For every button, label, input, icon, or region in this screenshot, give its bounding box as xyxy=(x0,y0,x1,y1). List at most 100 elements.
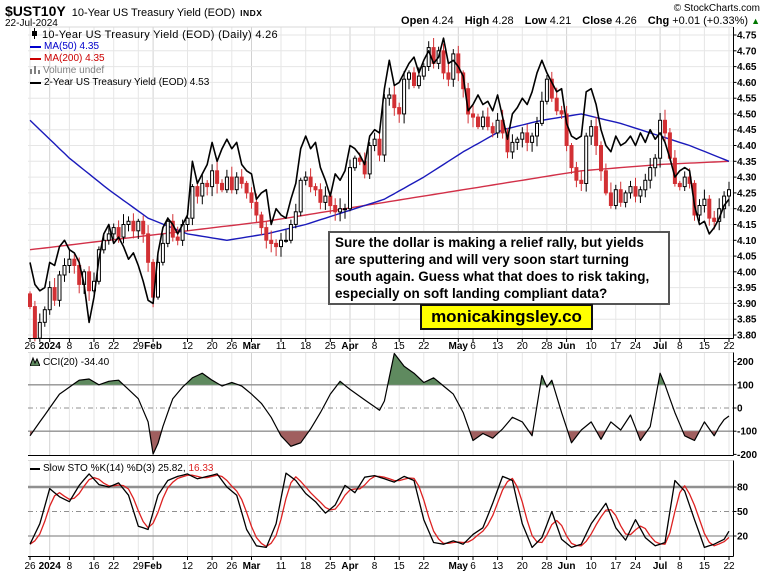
x-axis-label: 13 xyxy=(492,341,504,352)
legend-label: 2-Year US Treasury Yield (EOD) 4.53 xyxy=(44,77,210,88)
x-axis-label: 29 xyxy=(133,561,145,572)
candle-body xyxy=(224,176,229,191)
line-icon xyxy=(30,81,41,84)
x-axis-label: 22 xyxy=(108,561,120,572)
legend-label: MA(50) 4.35 xyxy=(44,41,100,52)
x-axis-label: 6 xyxy=(470,341,476,352)
x-axis-label: 12 xyxy=(182,341,194,352)
x-axis-label: Jun xyxy=(558,561,576,572)
candle-body xyxy=(288,224,293,241)
x-axis-label: 17 xyxy=(610,341,622,352)
candle-body xyxy=(628,186,633,194)
candle-body xyxy=(549,78,554,99)
candle-body xyxy=(308,176,313,188)
cci-y-axis-label: 100 xyxy=(737,380,754,391)
candle-body xyxy=(387,94,392,99)
x-axis-label: 15 xyxy=(394,561,406,572)
candle-body xyxy=(658,119,663,159)
candle-body xyxy=(215,170,220,184)
candle-body xyxy=(106,233,111,241)
candle-body xyxy=(200,182,205,197)
x-axis-label: 13 xyxy=(492,561,504,572)
legend-label: 10-Year US Treasury Yield (EOD) (Daily) … xyxy=(42,28,278,41)
candle-body xyxy=(318,189,323,203)
candlestick-series xyxy=(28,38,731,342)
x-axis-label: 26 xyxy=(24,341,36,352)
candle-body xyxy=(52,287,57,301)
y-axis-label: 3.95 xyxy=(737,283,757,294)
candle-body xyxy=(653,157,658,169)
candle-body xyxy=(471,113,475,118)
x-axis-label: 16 xyxy=(88,341,100,352)
legend-item: Volume undef xyxy=(30,65,278,76)
candle-body xyxy=(515,138,520,143)
candle-body xyxy=(333,205,338,213)
legend-item: 10-Year US Treasury Yield (EOD) (Daily) … xyxy=(30,27,278,41)
candle-body xyxy=(121,224,126,238)
candle-body xyxy=(136,220,141,232)
candle-body xyxy=(165,220,170,244)
cci-legend-text: CCI(20) -34.40 xyxy=(43,357,110,368)
x-axis-label: 24 xyxy=(630,341,642,352)
candle-body xyxy=(372,138,377,146)
candle-body xyxy=(441,50,446,74)
candle-body xyxy=(485,116,490,128)
open-value: 4.24 xyxy=(432,15,454,27)
legend-label: Volume undef xyxy=(43,65,105,76)
candle-body xyxy=(407,72,411,80)
x-axis-label: 8 xyxy=(372,561,378,572)
candle-body xyxy=(490,126,495,134)
candle-body xyxy=(269,239,274,245)
symbol-name: 10-Year US Treasury Yield (EOD) xyxy=(71,7,236,19)
candle-body xyxy=(397,107,402,115)
cci-negative-fill xyxy=(30,431,717,454)
x-axis-label: 24 xyxy=(630,561,642,572)
cci-y-axis-label: 200 xyxy=(737,357,754,368)
x-axis-label: 22 xyxy=(723,341,735,352)
candle-body xyxy=(170,220,175,238)
candle-body xyxy=(111,227,116,235)
y-axis-label: 4.35 xyxy=(737,157,757,168)
y-axis-label: 4.65 xyxy=(737,62,757,73)
candle-body xyxy=(663,119,667,134)
candle-body xyxy=(293,211,298,225)
sto-d-value: 16.33 xyxy=(188,463,214,474)
exchange-label: INDX xyxy=(240,8,263,18)
candle-body xyxy=(234,176,239,191)
candle-body xyxy=(697,205,702,216)
candle-body xyxy=(480,116,485,128)
candle-body xyxy=(244,182,249,194)
candle-body xyxy=(28,293,32,307)
y-axis-label: 4.55 xyxy=(737,94,757,105)
candle-body xyxy=(702,198,707,206)
x-axis-label: 12 xyxy=(182,561,194,572)
candle-body xyxy=(303,176,308,181)
close-label: Close xyxy=(582,15,613,27)
quote-bar: Open 4.24 High 4.28 Low 4.21 Close 4.26 … xyxy=(393,15,760,27)
candle-body xyxy=(175,236,180,241)
x-axis-label: Apr xyxy=(341,341,358,352)
candle-body xyxy=(185,217,190,225)
candle-body xyxy=(87,271,92,292)
candle-body xyxy=(584,135,589,185)
candle-body xyxy=(377,138,382,156)
candle-body xyxy=(544,78,549,102)
candle-body xyxy=(579,179,584,185)
legend-item: 2-Year US Treasury Yield (EOD) 4.53 xyxy=(30,77,278,88)
candle-body xyxy=(249,192,254,203)
sto-y-axis-label: 50 xyxy=(737,507,749,518)
candle-body xyxy=(274,242,279,248)
candle-body xyxy=(727,189,731,197)
candle-body xyxy=(564,113,569,147)
cci-positive-fill xyxy=(72,353,665,385)
candle-body xyxy=(648,167,653,181)
candle-body xyxy=(57,274,62,301)
candle-body xyxy=(146,233,151,263)
watermark-box: monicakingsley.co xyxy=(420,304,593,330)
candle-body xyxy=(412,72,416,87)
x-axis-label: 15 xyxy=(394,341,406,352)
two-year-yield-line xyxy=(29,37,730,324)
candle-body xyxy=(126,220,131,226)
candle-body xyxy=(712,217,717,222)
candle-body xyxy=(559,110,564,115)
